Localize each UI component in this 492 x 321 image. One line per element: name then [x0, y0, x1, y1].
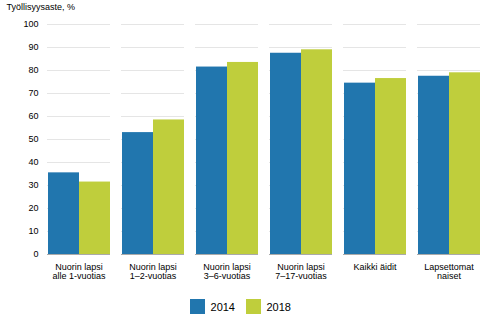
- svg-text:70: 70: [28, 88, 38, 98]
- html-text:2018: 2018: [266, 300, 291, 313]
- svg-text:0: 0: [33, 249, 38, 259]
- svg-text:90: 90: [28, 42, 38, 52]
- svg-text:80: 80: [28, 65, 38, 75]
- svg-text:Nuorin lapsi7–17-vuotias: Nuorin lapsi7–17-vuotias: [275, 262, 327, 281]
- svg-text:60: 60: [28, 111, 38, 121]
- svg-text:10: 10: [28, 226, 38, 236]
- svg-text:40: 40: [28, 157, 38, 167]
- svg-text:Nuorin lapsialle 1-vuotias: Nuorin lapsialle 1-vuotias: [52, 262, 106, 281]
- svg-text:Nuorin lapsi3–6-vuotias: Nuorin lapsi3–6-vuotias: [203, 262, 251, 281]
- html-text:2014: 2014: [210, 300, 235, 313]
- svg-text:Lapsettomatnaiset: Lapsettomatnaiset: [424, 262, 474, 281]
- svg-text:100: 100: [23, 19, 38, 29]
- svg-text:Nuorin lapsi1–2-vuotias: Nuorin lapsi1–2-vuotias: [129, 262, 177, 281]
- svg-text:30: 30: [28, 180, 38, 190]
- svg-text:Kaikki äidit: Kaikki äidit: [353, 262, 397, 272]
- svg-text:20: 20: [28, 203, 38, 213]
- svg-text:Työllisyysaste, %: Työllisyysaste, %: [7, 2, 76, 12]
- svg-text:50: 50: [28, 134, 38, 144]
